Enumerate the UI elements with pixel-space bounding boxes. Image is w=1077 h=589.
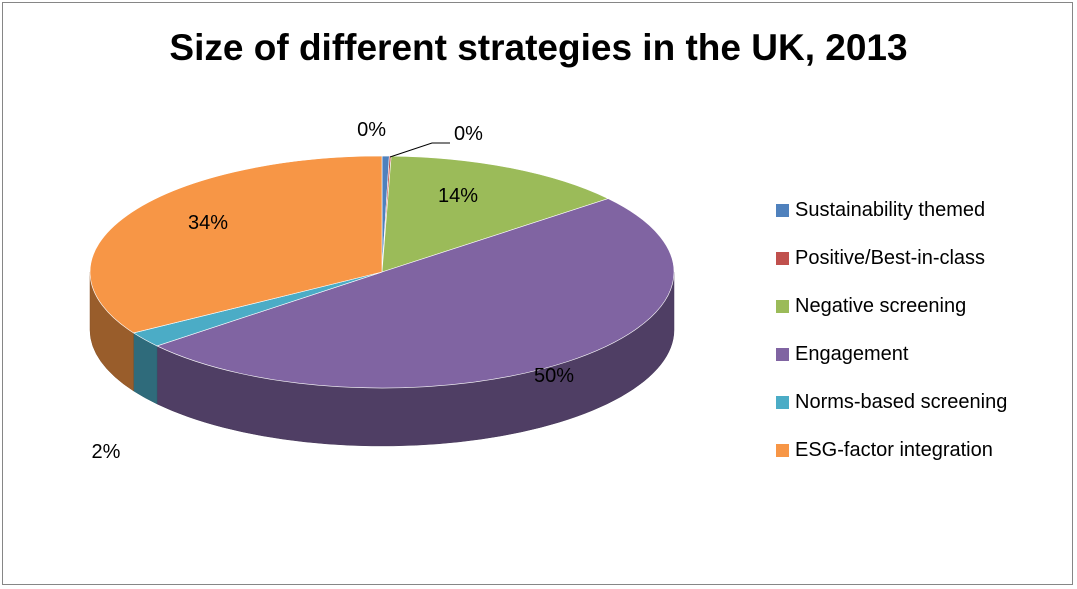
- data-label-engagement: 50%: [534, 365, 574, 387]
- pie-sides: [89, 271, 675, 447]
- legend-label: ESG-factor integration: [795, 438, 993, 461]
- pie-top: [89, 155, 675, 389]
- legend-label: Norms-based screening: [795, 390, 1008, 413]
- legend-swatch: [776, 347, 789, 361]
- legend-label: Negative screening: [795, 294, 967, 317]
- legend-swatch: [776, 203, 789, 217]
- data-label-sustainability-themed: 0%: [357, 119, 386, 141]
- pie-slice-engagement: [156, 198, 675, 389]
- legend-swatch: [776, 251, 789, 265]
- legend-item-positive-best-in-class: Positive/Best-in-class: [776, 246, 1066, 270]
- legend-swatch: [776, 299, 789, 313]
- legend-label: Engagement: [795, 342, 909, 365]
- legend-label: Sustainability themed: [795, 198, 986, 221]
- data-label-negative-screening: 14%: [438, 185, 478, 207]
- label-leader-line: [389, 142, 450, 158]
- legend-item-sustainability-themed: Sustainability themed: [776, 198, 1066, 222]
- legend-item-negative-screening: Negative screening: [776, 294, 1066, 318]
- pie-data-labels: 0% 0% 14% 50% 2% 34%: [92, 119, 575, 463]
- data-label-norms-based-screening: 2%: [92, 441, 121, 463]
- legend-item-esg-factor-integration: ESG-factor integration: [776, 438, 1066, 462]
- legend-item-norms-based-screening: Norms-based screening: [776, 390, 1066, 414]
- legend-label: Positive/Best-in-class: [795, 246, 986, 269]
- legend-item-engagement: Engagement: [776, 342, 1066, 366]
- pie-slice-esg-factor-integration: [89, 155, 383, 334]
- chart-title: Size of different strategies in the UK, …: [169, 27, 908, 68]
- legend-swatch: [776, 395, 789, 409]
- legend: Sustainability themed Positive/Best-in-cl…: [776, 198, 1066, 486]
- pie-slice-negative-screening: [381, 155, 609, 273]
- legend-swatch: [776, 443, 789, 457]
- data-label-positive-best-in-class: 0%: [454, 123, 483, 145]
- data-label-esg-factor-integration: 34%: [188, 212, 228, 234]
